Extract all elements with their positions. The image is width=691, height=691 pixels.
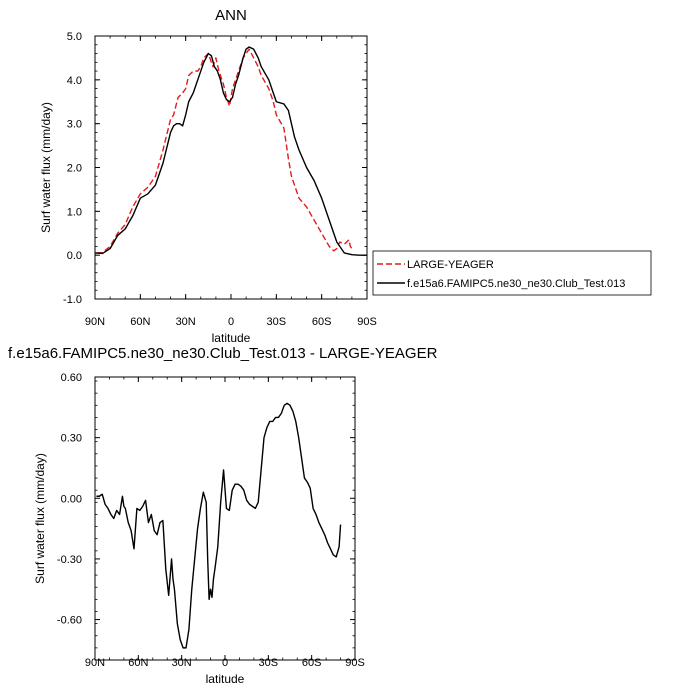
- y-tick-label: 3.0: [67, 119, 82, 131]
- series-line-2: [94, 46, 367, 256]
- x-axis-label: latitude: [212, 331, 251, 345]
- legend-label-2: f.e15a6.FAMIPC5.ne30_ne30.Club_Test.013: [407, 278, 625, 290]
- chart-title: ANN: [215, 7, 247, 24]
- legend: LARGE-YEAGER f.e15a6.FAMIPC5.ne30_ne30.Cl…: [372, 250, 652, 296]
- y-tick-label: -0.60: [57, 615, 82, 627]
- y-tick-label: -0.30: [57, 554, 82, 566]
- x-tick-label: 0: [228, 316, 234, 328]
- x-tick-label: 30S: [259, 657, 279, 669]
- y-tick-label: 2.0: [67, 163, 82, 175]
- y-tick-label: -1.0: [63, 294, 82, 306]
- x-tick-label: 30N: [172, 657, 192, 669]
- x-tick-label: 60S: [302, 657, 322, 669]
- x-tick-label: 30S: [267, 316, 287, 328]
- y-tick-label: 0.00: [61, 493, 82, 505]
- y-tick-label: 5.0: [67, 31, 82, 43]
- y-tick-label: 0.60: [61, 372, 82, 384]
- x-tick-label: 30N: [176, 316, 196, 328]
- y-tick-label: 4.0: [67, 75, 82, 87]
- chart-title: f.e15a6.FAMIPC5.ne30_ne30.Club_Test.013 …: [8, 345, 438, 362]
- x-tick-label: 60S: [312, 316, 332, 328]
- y-tick-label: 0.30: [61, 433, 82, 445]
- plot-frame: [94, 35, 368, 300]
- series-line-1: [96, 48, 353, 254]
- legend-box: [372, 250, 652, 296]
- series-line-1: [96, 402, 342, 649]
- x-tick-label: 90N: [85, 316, 105, 328]
- chart-panel-2: f.e15a6.FAMIPC5.ne30_ne30.Club_Test.013 …: [8, 345, 438, 686]
- x-tick-label: 0: [222, 657, 228, 669]
- legend-label-1: LARGE-YEAGER: [407, 259, 494, 271]
- chart-panel-1: ANN -1.0 0.0 1.0 2.0 3.0 4.0 5.0 90N 60N 30N 0 30S 60…: [39, 7, 652, 345]
- x-tick-label: 90N: [85, 657, 105, 669]
- x-axis-label: latitude: [206, 672, 245, 686]
- y-tick-label: 0.0: [67, 250, 82, 262]
- y-axis-label: Surf water flux (mm/day): [33, 453, 47, 584]
- x-tick-label: 60N: [128, 657, 148, 669]
- y-axis-label: Surf water flux (mm/day): [39, 102, 53, 233]
- x-tick-label: 90S: [345, 657, 365, 669]
- x-tick-label: 90S: [357, 316, 377, 328]
- plot-frame: [94, 376, 356, 661]
- y-tick-label: 1.0: [67, 206, 82, 218]
- x-tick-label: 60N: [130, 316, 150, 328]
